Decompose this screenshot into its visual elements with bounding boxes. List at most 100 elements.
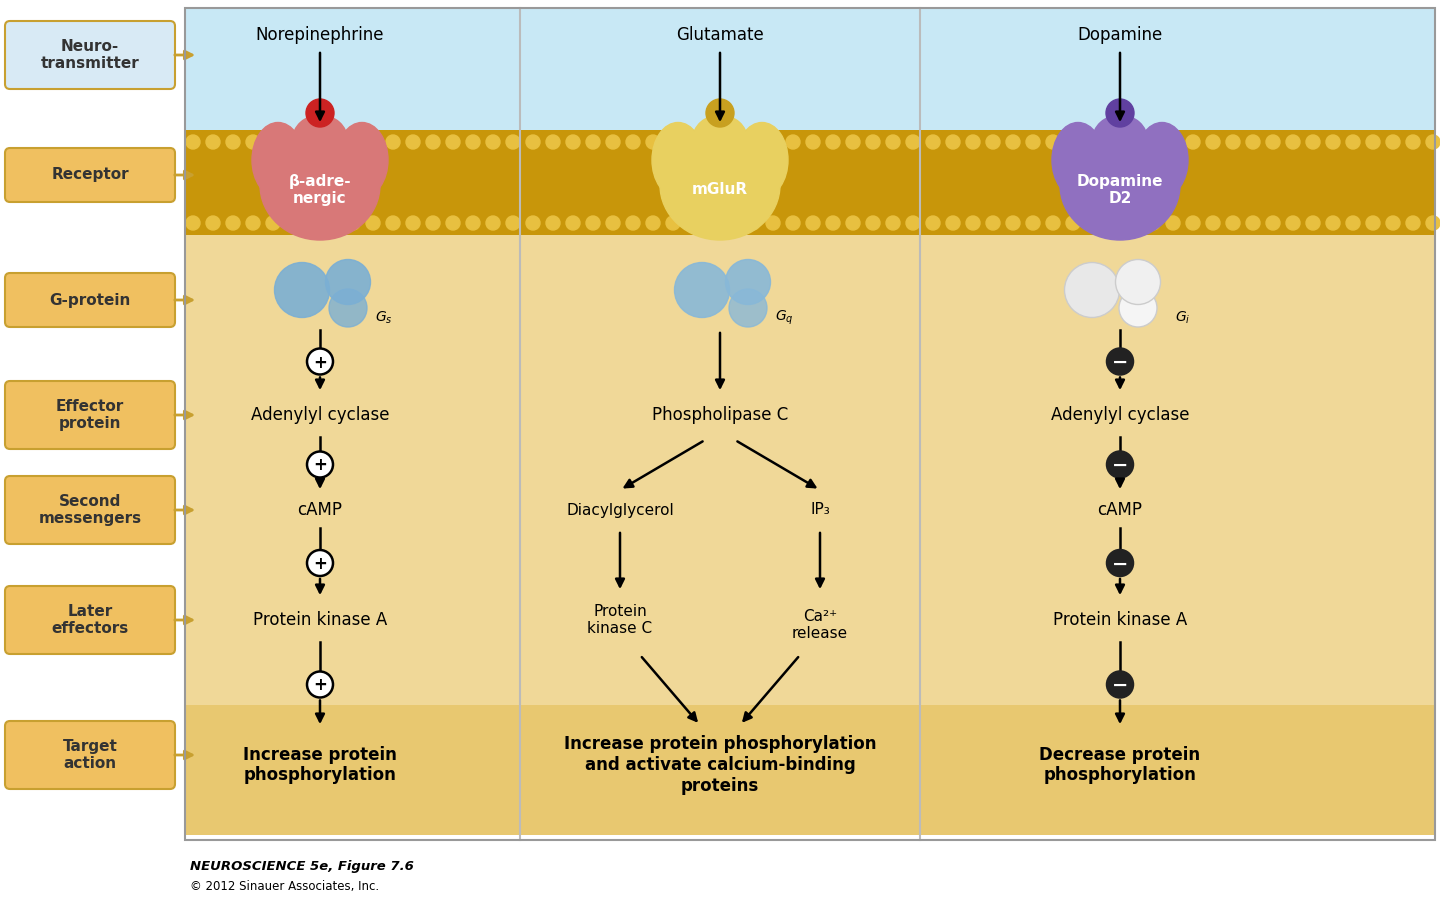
Ellipse shape <box>261 130 380 240</box>
Circle shape <box>1107 550 1133 576</box>
Circle shape <box>1326 216 1341 230</box>
Text: Increase protein
phosphorylation: Increase protein phosphorylation <box>243 745 397 784</box>
Circle shape <box>467 135 480 149</box>
Bar <box>184 8 1436 255</box>
FancyBboxPatch shape <box>4 721 176 789</box>
Circle shape <box>446 135 459 149</box>
Circle shape <box>287 135 300 149</box>
Circle shape <box>706 135 720 149</box>
Circle shape <box>1107 451 1133 478</box>
Circle shape <box>626 135 639 149</box>
Circle shape <box>206 135 220 149</box>
Circle shape <box>266 216 279 230</box>
Bar <box>184 705 1436 835</box>
Text: Effector
protein: Effector protein <box>56 399 124 431</box>
Circle shape <box>806 135 819 149</box>
Circle shape <box>1286 135 1300 149</box>
Circle shape <box>487 216 500 230</box>
Text: IP₃: IP₃ <box>811 502 829 518</box>
Text: G-protein: G-protein <box>49 292 131 308</box>
Circle shape <box>505 135 520 149</box>
Text: Phospholipase C: Phospholipase C <box>652 406 788 424</box>
Circle shape <box>1326 135 1341 149</box>
Circle shape <box>586 135 600 149</box>
Text: Adenylyl cyclase: Adenylyl cyclase <box>251 406 389 424</box>
Circle shape <box>586 216 600 230</box>
Ellipse shape <box>252 123 304 197</box>
Circle shape <box>546 135 560 149</box>
Bar <box>184 8 1436 840</box>
Circle shape <box>786 135 801 149</box>
Circle shape <box>1306 135 1320 149</box>
Circle shape <box>1106 135 1120 149</box>
Ellipse shape <box>1064 262 1119 318</box>
Circle shape <box>1146 135 1161 149</box>
Circle shape <box>606 216 621 230</box>
Text: mGluR: mGluR <box>693 183 747 197</box>
Text: −: − <box>1112 554 1128 573</box>
Text: Protein kinase A: Protein kinase A <box>253 611 387 629</box>
Text: Dopamine: Dopamine <box>1077 26 1162 44</box>
Circle shape <box>307 672 333 697</box>
Circle shape <box>827 135 840 149</box>
Bar <box>184 215 1436 705</box>
Circle shape <box>1126 135 1140 149</box>
Circle shape <box>966 135 981 149</box>
Circle shape <box>346 216 360 230</box>
Circle shape <box>665 135 680 149</box>
Ellipse shape <box>292 115 347 165</box>
FancyBboxPatch shape <box>4 381 176 449</box>
Circle shape <box>626 216 639 230</box>
Text: Later
effectors: Later effectors <box>52 604 128 636</box>
Ellipse shape <box>729 289 768 327</box>
Circle shape <box>1246 216 1260 230</box>
Circle shape <box>665 216 680 230</box>
Circle shape <box>526 216 540 230</box>
Text: Target
action: Target action <box>62 739 118 771</box>
Text: $G_s$: $G_s$ <box>374 309 393 326</box>
Circle shape <box>246 135 261 149</box>
Circle shape <box>865 216 880 230</box>
Ellipse shape <box>1053 123 1104 197</box>
Circle shape <box>706 99 734 127</box>
Circle shape <box>946 135 960 149</box>
Circle shape <box>386 135 400 149</box>
Circle shape <box>206 216 220 230</box>
Circle shape <box>305 135 320 149</box>
Text: +: + <box>312 353 327 371</box>
Ellipse shape <box>736 123 788 197</box>
Text: cAMP: cAMP <box>298 501 343 519</box>
FancyBboxPatch shape <box>4 476 176 544</box>
Circle shape <box>246 216 261 230</box>
Circle shape <box>426 135 441 149</box>
Circle shape <box>526 135 540 149</box>
Circle shape <box>1007 135 1020 149</box>
Circle shape <box>1106 99 1135 127</box>
FancyBboxPatch shape <box>4 273 176 327</box>
Circle shape <box>1045 135 1060 149</box>
Circle shape <box>1426 216 1440 230</box>
Circle shape <box>1367 216 1380 230</box>
Circle shape <box>307 451 333 478</box>
Circle shape <box>1107 349 1133 375</box>
Text: © 2012 Sinauer Associates, Inc.: © 2012 Sinauer Associates, Inc. <box>190 880 379 893</box>
Circle shape <box>1187 135 1200 149</box>
Circle shape <box>1207 135 1220 149</box>
Text: +: + <box>312 457 327 474</box>
Text: Dopamine
D2: Dopamine D2 <box>1077 175 1164 206</box>
Circle shape <box>1106 216 1120 230</box>
Circle shape <box>305 216 320 230</box>
Circle shape <box>926 216 940 230</box>
Circle shape <box>1346 216 1359 230</box>
Ellipse shape <box>1119 289 1156 327</box>
Circle shape <box>906 135 920 149</box>
Ellipse shape <box>1093 115 1148 165</box>
Text: $G_q$: $G_q$ <box>775 308 793 328</box>
Circle shape <box>1025 216 1040 230</box>
Text: β-adre-
nergic: β-adre- nergic <box>288 175 351 206</box>
Ellipse shape <box>328 289 367 327</box>
Text: Decrease protein
phosphorylation: Decrease protein phosphorylation <box>1040 745 1201 784</box>
Circle shape <box>426 216 441 230</box>
Circle shape <box>366 216 380 230</box>
Circle shape <box>1025 135 1040 149</box>
